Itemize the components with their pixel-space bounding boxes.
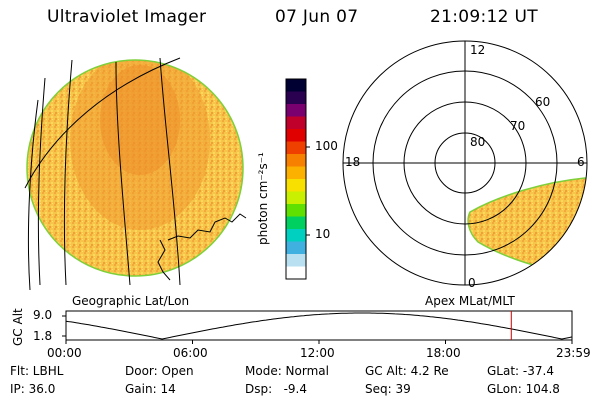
polar-mlt-label-0: 0 bbox=[468, 276, 476, 290]
colorbar-segment bbox=[286, 191, 306, 205]
colorbar-segment bbox=[286, 216, 306, 230]
altitude-plot bbox=[62, 310, 573, 344]
colorbar-tick-100: 100 bbox=[315, 139, 338, 153]
colorbar-segment bbox=[286, 141, 306, 155]
geographic-caption: Geographic Lat/Lon bbox=[72, 294, 190, 308]
altitude-axis-label: GC Alt bbox=[11, 308, 25, 346]
apex-caption: Apex MLat/MLT bbox=[425, 294, 515, 308]
info-mode: Mode: Normal bbox=[245, 364, 329, 378]
altitude-plot-frame bbox=[65, 310, 573, 341]
colorbar-segment bbox=[286, 241, 306, 255]
colorbar-segment bbox=[286, 204, 306, 217]
altitude-ymax: 9.0 bbox=[33, 308, 53, 322]
altitude-ymin: 1.8 bbox=[33, 329, 53, 343]
polar-panel bbox=[342, 40, 588, 286]
info-gain: Gain: 14 bbox=[125, 382, 176, 396]
instrument-title: Ultraviolet Imager bbox=[47, 7, 207, 27]
colorbar-segment bbox=[286, 254, 306, 267]
polar-mlt-label-18: 18 bbox=[345, 155, 361, 169]
info-gc-alt: GC Alt: 4.2 Re bbox=[365, 364, 449, 378]
polar-lat-label-60: 60 bbox=[535, 95, 551, 109]
polar-mlt-label-12: 12 bbox=[470, 43, 486, 57]
colorbar-tick-10: 10 bbox=[315, 227, 331, 241]
coastline bbox=[157, 213, 247, 281]
altitude-curve bbox=[65, 312, 573, 340]
geographic-image-panel bbox=[24, 57, 247, 291]
colorbar-segment bbox=[286, 129, 306, 142]
time-tick-1800: 18:00 bbox=[426, 346, 461, 360]
info-glat: GLat: -37.4 bbox=[487, 364, 554, 378]
info-dsp: Dsp: -9.4 bbox=[245, 382, 308, 396]
longitude-grid bbox=[27, 57, 181, 291]
info-ip: IP: 36.0 bbox=[10, 382, 56, 396]
colorbar-segment bbox=[286, 116, 306, 130]
info-glon: GLon: 104.8 bbox=[487, 382, 560, 396]
info-door: Door: Open bbox=[125, 364, 194, 378]
colorbar-segment bbox=[286, 79, 306, 92]
info-seq: Seq: 39 bbox=[365, 382, 411, 396]
colorbar-segment bbox=[286, 154, 306, 167]
colorbar-segment bbox=[286, 91, 306, 105]
info-filter: Flt: LBHL bbox=[10, 364, 64, 378]
polar-lat-label-70: 70 bbox=[510, 119, 526, 133]
time-tick-2359: 23:59 bbox=[556, 346, 591, 360]
observation-time: 21:09:12 UT bbox=[430, 7, 538, 27]
colorbar-segment bbox=[286, 104, 306, 117]
polar-lat-label-80: 80 bbox=[470, 135, 486, 149]
colorbar-segment bbox=[286, 179, 306, 192]
colorbar-segment bbox=[286, 166, 306, 180]
colorbar-unit-label: photon cm⁻²s⁻¹ bbox=[256, 152, 270, 245]
polar-mlt-label-6: 6 bbox=[577, 155, 585, 169]
latitude-line bbox=[24, 57, 181, 189]
time-tick-0000: 00:00 bbox=[47, 346, 82, 360]
colorbar bbox=[285, 78, 310, 280]
observation-date: 07 Jun 07 bbox=[275, 7, 359, 27]
colorbar-frame bbox=[285, 78, 307, 280]
auroral-brightening bbox=[70, 60, 210, 230]
time-tick-1200: 12:00 bbox=[300, 346, 335, 360]
time-tick-0600: 06:00 bbox=[173, 346, 208, 360]
colorbar-segment bbox=[286, 266, 306, 280]
disk-limb bbox=[26, 59, 244, 277]
colorbar-segment bbox=[286, 229, 306, 242]
